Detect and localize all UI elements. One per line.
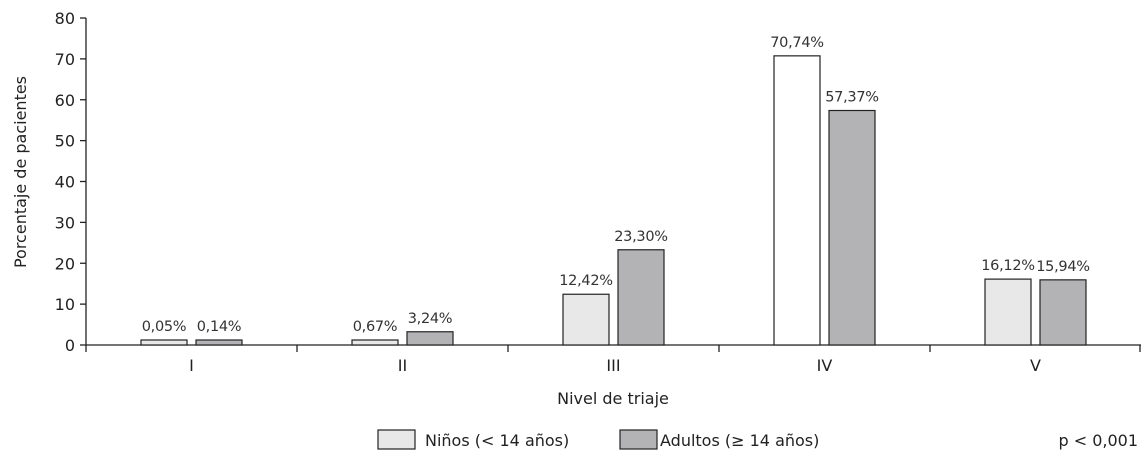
- y-axis: 0 10 20 30 40 50 60 70 80: [55, 9, 87, 355]
- legend-label-adultos: Adultos (≥ 14 años): [660, 431, 819, 450]
- bar-ninos-V: [984, 278, 1032, 346]
- bar-adultos-II: [406, 331, 454, 346]
- data-label: 57,37%: [825, 90, 879, 106]
- y-tick-label: 60: [55, 91, 75, 110]
- data-label: 0,67%: [353, 319, 398, 335]
- data-label: 23,30%: [614, 229, 668, 245]
- data-label: 0,05%: [142, 319, 187, 335]
- data-label: 15,94%: [1036, 259, 1090, 275]
- legend-swatch-adultos: [619, 429, 658, 450]
- bar-ninos-IV: [773, 55, 821, 346]
- bar-adultos-IV: [828, 109, 876, 346]
- y-axis-title: Porcentaje de pacientes: [11, 76, 30, 268]
- bar-ninos-III: [562, 293, 610, 346]
- x-tick-label: III: [606, 356, 620, 375]
- legend-label-ninos: Niños (< 14 años): [425, 431, 569, 450]
- x-tick-label: V: [1030, 356, 1041, 375]
- bar-ninos-I: [140, 339, 188, 346]
- y-tick-label: 80: [55, 9, 75, 28]
- data-label: 0,14%: [197, 319, 242, 335]
- p-value-annotation: p < 0,001: [1058, 431, 1138, 450]
- data-label: 3,24%: [408, 311, 453, 327]
- bar-ninos-II: [351, 339, 399, 346]
- legend-swatch-ninos: [377, 429, 416, 450]
- x-axis: I II III IV V: [85, 344, 1141, 375]
- y-tick-label: 30: [55, 213, 75, 232]
- bar-adultos-III: [617, 249, 665, 346]
- bar-adultos-I: [195, 339, 243, 346]
- y-tick-label: 0: [65, 336, 75, 355]
- data-label: 70,74%: [770, 35, 824, 51]
- data-labels: 0,05% 0,14% 0,67% 3,24% 12,42% 23,30% 70,74% 57…: [142, 35, 1090, 335]
- legend: Niños (< 14 años) Adultos (≥ 14 años): [377, 429, 819, 450]
- x-axis-title: Nivel de triaje: [557, 389, 669, 408]
- y-tick-label: 20: [55, 254, 75, 273]
- y-tick-label: 40: [55, 173, 75, 192]
- data-label: 16,12%: [981, 258, 1035, 274]
- bar-adultos-V: [1039, 279, 1087, 346]
- y-tick-label: 10: [55, 295, 75, 314]
- y-tick-label: 50: [55, 132, 75, 151]
- x-tick-label: II: [398, 356, 407, 375]
- data-label: 12,42%: [559, 273, 613, 289]
- bars: [140, 55, 1087, 346]
- y-tick-label: 70: [55, 50, 75, 69]
- x-tick-label: I: [189, 356, 194, 375]
- x-tick-label: IV: [817, 356, 833, 375]
